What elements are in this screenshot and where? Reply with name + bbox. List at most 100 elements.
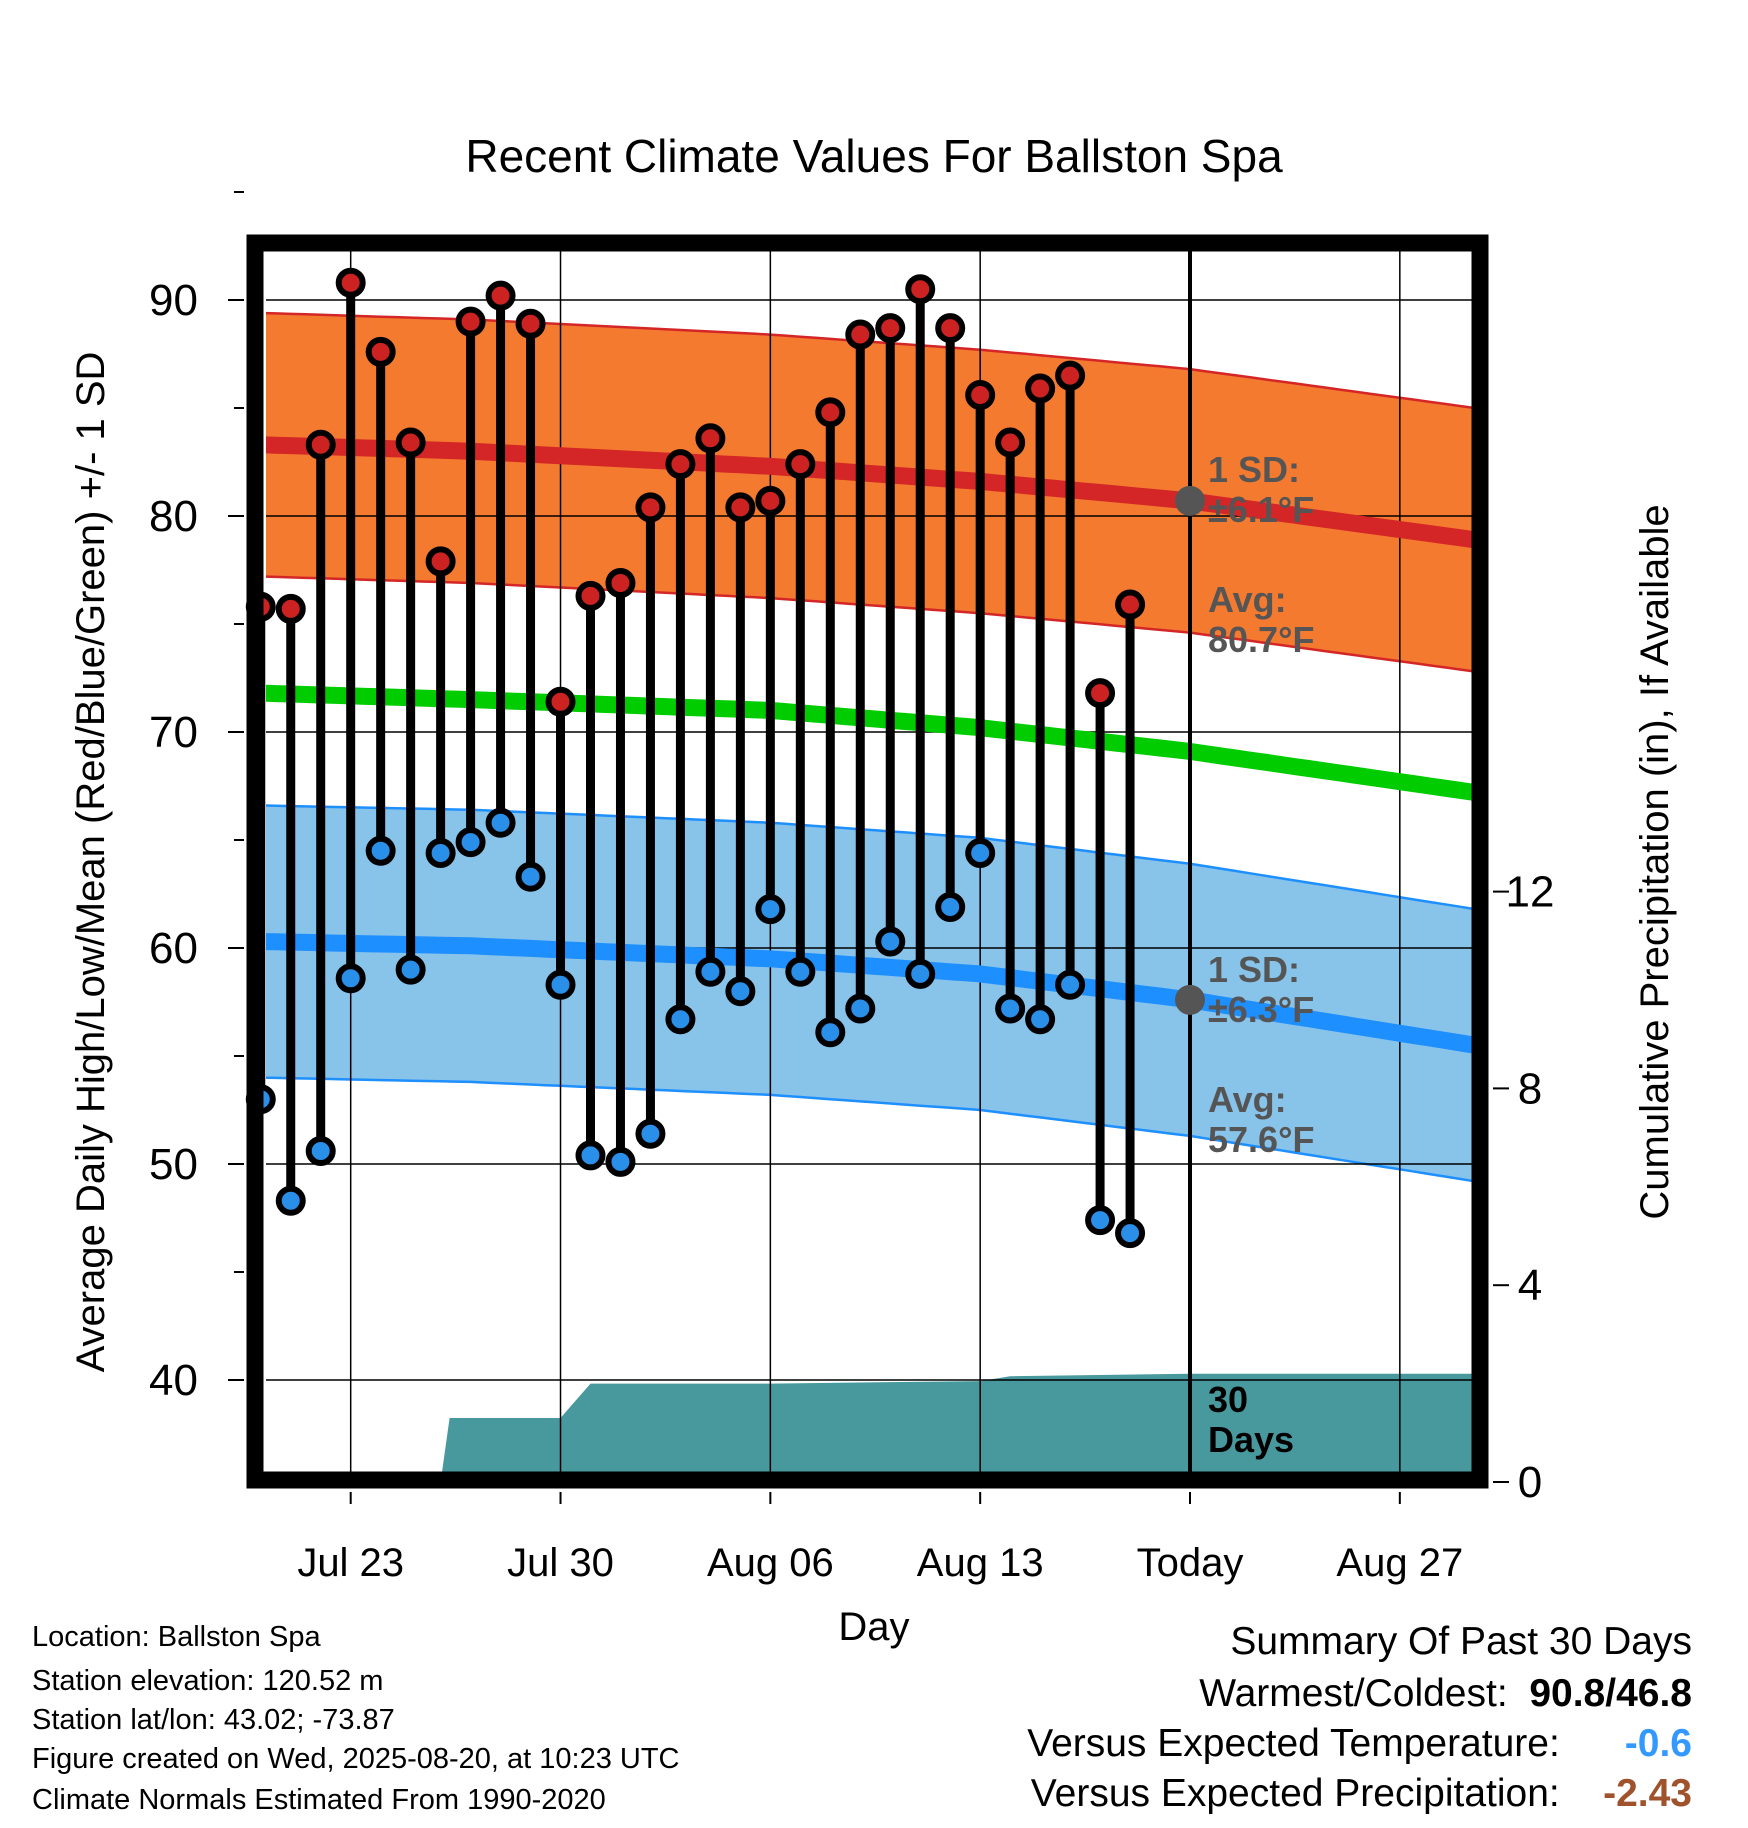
daily-high-point	[815, 397, 846, 428]
daily-low-point	[395, 954, 426, 985]
daily-low-point	[515, 861, 546, 892]
chart-title: Recent Climate Values For Ballston Spa	[465, 130, 1283, 182]
summary-precipitation: Versus Expected Precipitation: -2.43	[1031, 1772, 1692, 1816]
low-sd-band	[266, 805, 1475, 1182]
plot-frame	[246, 234, 1489, 1489]
x-tick-label: Aug 06	[707, 1541, 834, 1585]
daily-low-point	[545, 969, 576, 1000]
y-tick-label-90: 90	[149, 276, 198, 325]
daily-high-point	[755, 485, 786, 516]
info-elevation: Station elevation: 120.52 m	[32, 1665, 384, 1697]
y-tick-label-40: 40	[149, 1356, 198, 1405]
daily-high-point	[395, 427, 426, 458]
y2-tick-label-4: 4	[1518, 1261, 1542, 1310]
series-line-low	[266, 933, 1477, 1054]
daily-low-point	[875, 926, 906, 957]
info-created: Figure created on Wed, 2025-08-20, at 10…	[32, 1743, 680, 1775]
info-location: Location: Ballston Spa	[32, 1621, 321, 1653]
daily-high-point	[335, 267, 366, 298]
y2-axis-label: Cumulative Precipitation (in), If Availa…	[1633, 504, 1677, 1219]
x-tick-label: Today	[1137, 1541, 1244, 1585]
daily-high-point	[1085, 678, 1116, 709]
annotation-low-avg-1: 57.6°F	[1208, 1119, 1314, 1160]
daily-high-point	[575, 580, 606, 611]
daily-low-point	[335, 963, 366, 994]
daily-high-point	[305, 429, 336, 460]
y2-tick-label-12: 12	[1506, 868, 1555, 917]
daily-high-point	[485, 280, 516, 311]
summary-heading: Summary Of Past 30 Days	[1230, 1620, 1692, 1663]
temp-label: Versus Expected Temperature:	[1027, 1722, 1560, 1765]
daily-low-point	[785, 956, 816, 987]
temp-value: -0.6	[1624, 1722, 1692, 1765]
daily-high-point	[785, 449, 816, 480]
daily-low-point	[605, 1146, 636, 1177]
daily-low-point	[905, 958, 936, 989]
today-marker-low	[1175, 984, 1205, 1015]
daily-high-point	[635, 492, 666, 523]
daily-low-point	[455, 827, 486, 858]
daily-low-point	[485, 807, 516, 838]
x-tick-label: Jul 30	[507, 1541, 614, 1585]
daily-low-point	[725, 976, 756, 1007]
daily-high-point	[545, 686, 576, 717]
daily-low-point	[845, 993, 876, 1024]
high-sd-lower-edge	[266, 575, 1475, 673]
today-marker-high	[1175, 485, 1205, 516]
annotation-high-avg-0: Avg:	[1208, 579, 1287, 620]
low-sd-upper-edge	[266, 804, 1475, 911]
daily-low-point	[425, 837, 456, 868]
daily-high-point	[845, 319, 876, 350]
daily-high-point	[605, 567, 636, 598]
daily-low-point	[665, 1004, 696, 1035]
precip-value: -2.43	[1603, 1772, 1692, 1815]
daily-high-point	[965, 380, 996, 411]
daily-low-point	[275, 1185, 306, 1216]
daily-low-point	[365, 835, 396, 866]
annotation-high-avg-1: 80.7°F	[1208, 619, 1314, 660]
annotation-high-sd-1: ±6.1°F	[1208, 489, 1314, 530]
daily-low-point	[1085, 1205, 1116, 1236]
daily-low-point	[1055, 969, 1086, 1000]
annotation-low-avg-0: Avg:	[1208, 1079, 1287, 1120]
precip-label: Versus Expected Precipitation:	[1030, 1772, 1560, 1815]
daily-high-point	[425, 546, 456, 577]
precip-area	[440, 1373, 1475, 1480]
y-tick-label-80: 80	[149, 492, 198, 541]
warm-cold-value: 90.8/46.8	[1529, 1672, 1692, 1715]
y-axis-label: Average Daily High/Low/Mean (Red/Blue/Gr…	[69, 352, 113, 1373]
daily-high-point	[905, 274, 936, 305]
daily-high-point	[455, 306, 486, 337]
info-latlon: Station lat/lon: 43.02; -73.87	[32, 1704, 395, 1736]
daily-low-point	[995, 993, 1026, 1024]
daily-low-point	[935, 891, 966, 922]
series-line-mean	[266, 684, 1477, 801]
daily-low-point	[1025, 1004, 1056, 1035]
daily-high-point	[995, 427, 1026, 458]
annotation-days-0: 30	[1208, 1379, 1248, 1420]
plot-content	[266, 243, 1480, 1480]
y-tick-label-70: 70	[149, 708, 198, 757]
y-tick-label-60: 60	[149, 924, 198, 973]
daily-low-point	[1115, 1218, 1146, 1249]
daily-high-point	[1055, 360, 1086, 391]
daily-high-point	[725, 492, 756, 523]
daily-high-point	[275, 593, 306, 624]
daily-high-point	[935, 313, 966, 344]
daily-low-point	[695, 956, 726, 987]
summary-warm-cold: Warmest/Coldest: 90.8/46.8	[1199, 1672, 1692, 1716]
high-sd-band	[266, 313, 1475, 672]
x-tick-label: Aug 27	[1336, 1541, 1463, 1585]
daily-high-point	[695, 423, 726, 454]
annotation-low-sd-1: ±6.3°F	[1208, 989, 1314, 1030]
info-normals: Climate Normals Estimated From 1990-2020	[32, 1784, 606, 1816]
daily-low-point	[635, 1118, 666, 1149]
x-tick-label: Aug 13	[917, 1541, 1044, 1585]
annotation-days-1: Days	[1208, 1419, 1294, 1460]
x-axis-label: Day	[838, 1605, 909, 1649]
warm-cold-label: Warmest/Coldest:	[1199, 1672, 1508, 1715]
low-sd-lower-edge	[266, 1076, 1475, 1183]
annotation-low-sd-0: 1 SD:	[1208, 949, 1300, 990]
